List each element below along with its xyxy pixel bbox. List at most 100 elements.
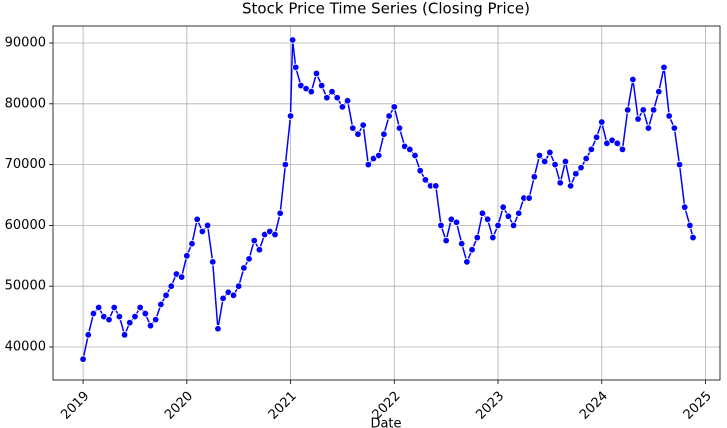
price-marker [162,291,170,300]
price-marker [525,194,533,202]
price-marker [115,312,124,321]
price-marker [452,218,461,227]
price-marker [463,258,471,266]
price-marker [577,163,585,172]
price-marker [566,182,575,190]
price-marker [323,94,331,102]
price-marker [644,124,653,132]
price-marker [689,233,697,242]
price-marker [234,282,243,290]
x-tick-label: 2020 [162,389,196,423]
price-marker [432,182,440,190]
price-marker [551,160,559,169]
price-marker [380,130,388,138]
price-marker [660,63,668,72]
price-marker [561,157,570,166]
chart-title: Stock Price Time Series (Closing Price) [242,0,530,18]
price-marker [359,121,367,129]
price-marker [343,97,352,105]
price-marker [271,230,279,239]
price-marker [494,221,502,230]
plot-frame [52,25,721,381]
price-marker [665,112,673,120]
price-marker [281,160,290,169]
price-marker [546,148,554,157]
price-marker [598,118,606,126]
price-marker [458,239,466,248]
price-marker [338,103,347,111]
price-marker [219,294,227,303]
price-marker [530,173,539,181]
y-tick-label: 70000 [5,157,46,172]
price-marker [79,355,87,363]
price-marker [675,160,684,169]
price-marker [193,215,201,224]
price-marker [629,75,637,84]
price-marker [183,252,191,260]
price-marker [421,176,430,184]
price-marker [375,151,383,160]
x-tick-label: 2019 [58,389,92,423]
price-marker [84,331,92,339]
price-marker [151,315,160,324]
price-marker [328,87,336,96]
price-marker [146,322,155,330]
price-marker [209,258,217,266]
price-marker [177,273,186,281]
price-marker [167,282,175,290]
price-marker [307,87,315,96]
price-marker [556,179,564,187]
x-tick-label: 2023 [473,389,507,423]
price-marker [105,315,113,324]
x-tick-label: 2021 [266,389,300,423]
price-marker [364,160,373,169]
price-marker [639,106,647,114]
price-marker [499,203,507,211]
price-marker [504,212,513,220]
price-marker [634,115,642,123]
price-marker [288,36,297,44]
price-marker [582,154,590,163]
price-marker [141,309,150,318]
price-marker [515,209,523,217]
price-marker [126,318,134,327]
price-marker [681,203,689,211]
price-marker [286,112,295,120]
price-marker [214,325,222,333]
price-marker [587,145,596,154]
price-marker [349,124,357,132]
price-marker [89,309,98,318]
price-marker [354,130,362,138]
price-marker [276,209,284,217]
price-marker [333,94,341,102]
price-marker [686,221,694,230]
price-marker [198,227,207,236]
price-marker [203,221,212,230]
price-marker [131,312,139,321]
price-marker [157,300,165,309]
price-marker [535,151,544,160]
price-marker [416,166,424,175]
price-marker [483,215,492,224]
price-marker [592,133,601,141]
x-tick-label: 2025 [681,389,715,423]
x-tick-label: 2024 [577,389,611,423]
price-marker [572,170,580,178]
price-marker [442,236,450,245]
price-marker [188,239,196,248]
y-tick-label: 80000 [5,96,46,111]
price-marker [489,233,497,242]
price-marker [292,63,300,72]
price-marker [618,145,627,154]
price-marker [120,331,129,339]
price-marker [437,221,445,230]
price-marker [255,246,264,254]
price-marker [245,255,253,263]
price-marker [136,303,144,312]
price-marker [509,221,518,230]
price-marker [395,124,404,132]
y-tick-label: 60000 [5,218,46,233]
y-tick-label: 90000 [5,36,46,51]
price-marker [317,81,326,90]
